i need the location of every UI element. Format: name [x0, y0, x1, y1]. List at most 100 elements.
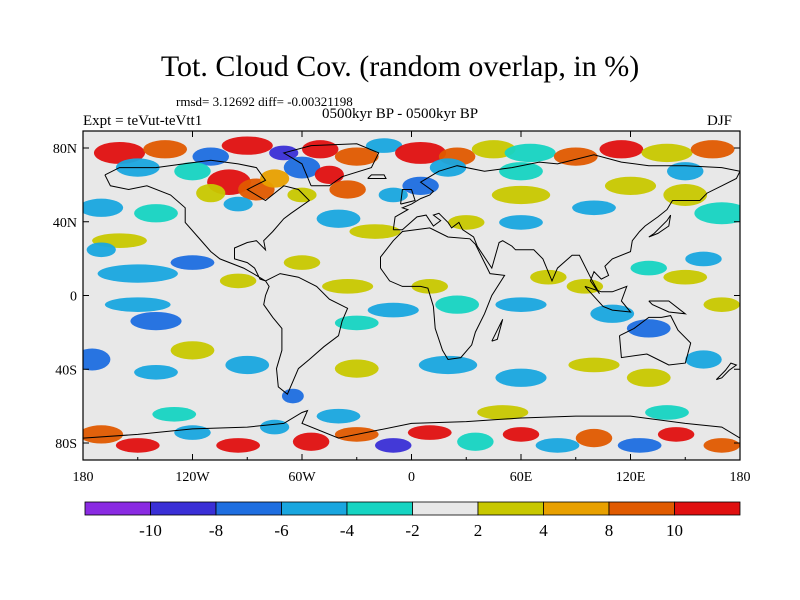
colorbar-segment [543, 501, 610, 516]
anomaly-patch [86, 242, 116, 258]
stats-text: rmsd= 3.12692 diff= -0.00321198 [176, 94, 353, 109]
anomaly-patch [504, 143, 556, 163]
anomaly-patch [221, 136, 273, 155]
anomaly-patch [402, 176, 439, 195]
x-tick-label: 60E [510, 470, 533, 485]
anomaly-patch [568, 357, 620, 373]
anomaly-patch [83, 425, 124, 444]
coastline-path [648, 214, 672, 238]
anomaly-patch [170, 341, 215, 360]
x-tick-label: 120W [175, 470, 210, 485]
anomaly-patch [223, 196, 253, 212]
anomaly-patch [314, 165, 344, 185]
x-tick-label: 120E [616, 470, 646, 485]
anomaly-patch [219, 273, 257, 289]
anomaly-patch [604, 176, 657, 195]
anomaly-patch [365, 138, 403, 153]
anomaly-patch [152, 406, 197, 422]
anomaly-patch [448, 215, 485, 230]
anomaly-patch [260, 419, 290, 435]
coastline-path [392, 154, 740, 294]
anomaly-patch [617, 438, 662, 453]
anomaly-patch [502, 427, 540, 442]
coastline-path [584, 285, 632, 313]
anomaly-patch [411, 279, 448, 294]
colorbar-label: 4 [539, 521, 548, 540]
coastline-path [380, 227, 506, 361]
anomaly-patch [143, 140, 188, 159]
anomaly-patch [667, 162, 704, 181]
colorbar-segment [281, 501, 348, 516]
anomaly-patch [471, 140, 516, 159]
anomaly-patch [225, 355, 270, 375]
anomaly-patch [260, 169, 290, 188]
anomaly-patch [499, 162, 543, 181]
anomaly-patch [322, 279, 374, 294]
anomaly-patch [378, 187, 408, 203]
coastlines [83, 143, 740, 439]
coastline-path [367, 174, 387, 179]
y-tick-label: 40S [55, 363, 77, 378]
x-axis: 180 120W 60W 0 60E 120E 180 [73, 131, 751, 485]
anomaly-patch [292, 432, 330, 451]
colorbar-label: -2 [405, 521, 419, 540]
anomaly-patch [375, 438, 412, 453]
y-tick-label: 40N [53, 216, 77, 231]
anomaly-patch [115, 438, 160, 453]
anomaly-patch [174, 162, 211, 181]
anomaly-patch [174, 425, 211, 440]
anomaly-patch [283, 255, 321, 270]
anomaly-patch [690, 140, 735, 159]
coastline-path [400, 189, 416, 205]
y-tick-label: 0 [70, 290, 77, 305]
anomaly-patch [134, 364, 178, 380]
anomaly-patch [407, 425, 452, 440]
anomaly-patch [626, 319, 671, 338]
anomaly-patch [685, 350, 722, 369]
anomaly-patch [316, 209, 361, 228]
colorbar-label: 8 [605, 521, 614, 540]
anomaly-patch [499, 215, 543, 230]
anomaly-patch [281, 388, 304, 404]
colorbar-label: -4 [340, 521, 355, 540]
colorbar-segment [412, 501, 479, 516]
anomaly-patch [316, 408, 361, 424]
anomaly-patch [685, 251, 722, 267]
anomaly-patch [97, 264, 178, 283]
anomaly-patch [599, 140, 644, 159]
anomaly-patch [334, 315, 379, 331]
anomaly-patch [216, 438, 261, 453]
coastline-path [648, 300, 688, 315]
anomaly-patch [495, 368, 547, 387]
colorbar-label: -6 [274, 521, 288, 540]
colorbar-segment [608, 501, 675, 516]
y-axis: 80N 40N 0 40S 80S [53, 142, 740, 452]
anomaly-patch [83, 198, 124, 217]
anomaly-patch [491, 185, 551, 205]
anomaly-patch [663, 184, 708, 206]
anomaly-patch [575, 428, 613, 448]
colorbar-segment [674, 501, 741, 516]
anomaly-patch [418, 355, 478, 375]
anomaly-patch [395, 141, 447, 164]
anomaly-patch [196, 184, 226, 203]
anomaly-patch [349, 224, 401, 239]
anomaly-patch [302, 140, 339, 159]
x-tick-label: 180 [730, 470, 751, 485]
anomaly-patch [477, 405, 529, 420]
anomaly-patch [703, 297, 740, 312]
coastline-path [104, 159, 311, 282]
x-tick-label: 0 [408, 470, 415, 485]
anomaly-patch [641, 143, 693, 163]
anomaly-patch [170, 255, 215, 270]
anomaly-patch [287, 187, 317, 203]
anomaly-patch [104, 297, 171, 312]
coastline-path [619, 315, 692, 366]
anomaly-patch [134, 204, 178, 223]
coastline-path [83, 409, 740, 439]
colorbar-segment [215, 501, 282, 516]
anomaly-patch [663, 269, 708, 285]
map-area [83, 131, 740, 460]
anomaly-patch [334, 147, 379, 166]
anomaly-patch [334, 359, 379, 378]
